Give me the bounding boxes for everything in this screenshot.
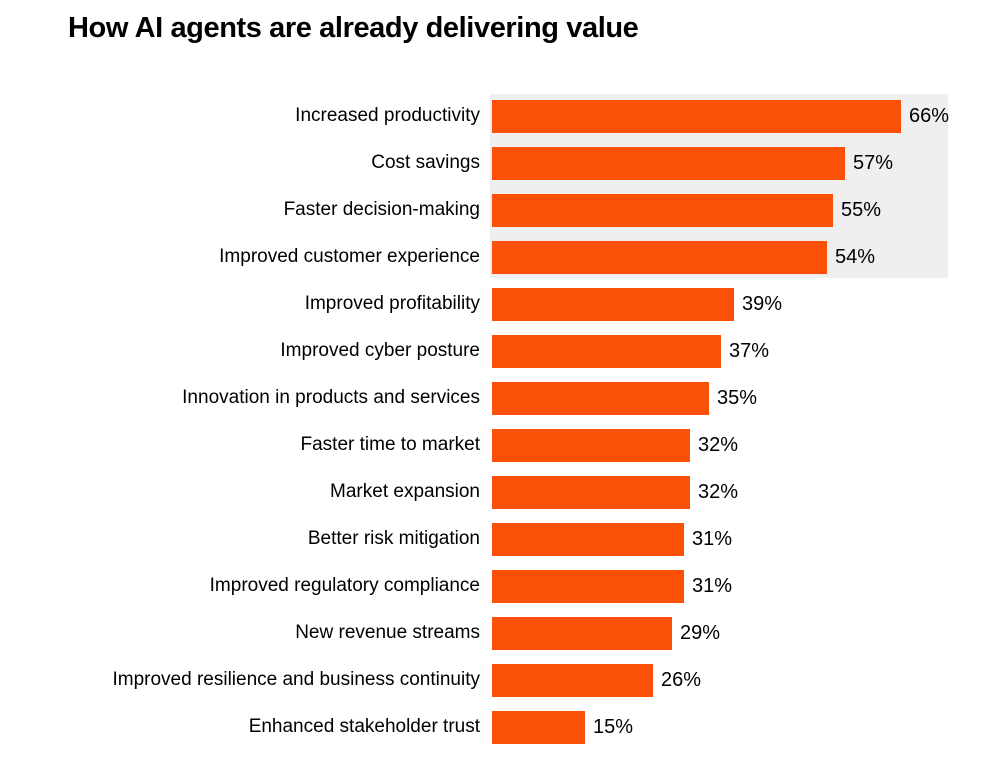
bar-track: 66% xyxy=(492,100,949,133)
value-label: 55% xyxy=(841,199,882,221)
value-label: 57% xyxy=(853,152,894,174)
bar-row: Improved customer experience 54% xyxy=(0,234,1008,281)
bar xyxy=(492,617,672,650)
bar xyxy=(492,429,690,462)
bar xyxy=(492,241,827,274)
bar-row: Increased productivity 66% xyxy=(0,93,1008,140)
bar-row: Faster time to market 32% xyxy=(0,422,1008,469)
value-label: 31% xyxy=(692,575,733,597)
category-label: Faster time to market xyxy=(300,434,481,456)
bar-track: 54% xyxy=(492,241,875,274)
category-label: Cost savings xyxy=(371,152,480,174)
bar xyxy=(492,194,833,227)
bar-row: Better risk mitigation 31% xyxy=(0,516,1008,563)
category-label: Improved customer experience xyxy=(219,246,480,268)
bar xyxy=(492,570,684,603)
bar xyxy=(492,382,709,415)
category-label: Enhanced stakeholder trust xyxy=(248,716,480,738)
category-label: Improved profitability xyxy=(304,293,480,315)
bar xyxy=(492,288,734,321)
bar xyxy=(492,100,901,133)
bar-row: Enhanced stakeholder trust 15% xyxy=(0,704,1008,751)
value-label: 29% xyxy=(680,622,721,644)
category-label: Market expansion xyxy=(330,481,480,503)
bar xyxy=(492,664,653,697)
value-label: 39% xyxy=(742,293,783,315)
value-label: 15% xyxy=(593,716,634,738)
value-label: 32% xyxy=(698,434,739,456)
bar-track: 39% xyxy=(492,288,782,321)
bar-track: 35% xyxy=(492,382,757,415)
value-label: 66% xyxy=(909,105,950,127)
bar-track: 29% xyxy=(492,617,720,650)
bar-row: Improved resilience and business continu… xyxy=(0,657,1008,704)
value-label: 32% xyxy=(698,481,739,503)
bar-track: 55% xyxy=(492,194,881,227)
bar-row: Innovation in products and services 35% xyxy=(0,375,1008,422)
bar-row: Market expansion 32% xyxy=(0,469,1008,516)
value-label: 37% xyxy=(729,340,770,362)
category-label: Faster decision-making xyxy=(283,199,480,221)
category-label: Improved regulatory compliance xyxy=(209,575,480,597)
bar-track: 31% xyxy=(492,523,732,556)
bar-row: New revenue streams 29% xyxy=(0,610,1008,657)
bar-track: 32% xyxy=(492,429,738,462)
value-label: 54% xyxy=(835,246,876,268)
category-label: Improved resilience and business continu… xyxy=(112,669,480,691)
category-label: Innovation in products and services xyxy=(182,387,480,409)
bar-row: Improved profitability 39% xyxy=(0,281,1008,328)
bar-chart: Increased productivity 66% Cost savings 57%… xyxy=(0,93,1008,751)
bar-row: Faster decision-making 55% xyxy=(0,187,1008,234)
value-label: 35% xyxy=(717,387,758,409)
bar-track: 15% xyxy=(492,711,633,744)
value-label: 31% xyxy=(692,528,733,550)
bar xyxy=(492,523,684,556)
bar-track: 31% xyxy=(492,570,732,603)
bar-track: 26% xyxy=(492,664,701,697)
bar-track: 37% xyxy=(492,335,769,368)
category-label: Increased productivity xyxy=(295,105,480,127)
bar-rows: Increased productivity 66% Cost savings 57%… xyxy=(0,93,1008,751)
bar xyxy=(492,711,585,744)
category-label: Better risk mitigation xyxy=(307,528,480,550)
chart-title: How AI agents are already delivering val… xyxy=(68,12,639,44)
bar-row: Cost savings 57% xyxy=(0,140,1008,187)
bar-track: 57% xyxy=(492,147,893,180)
bar xyxy=(492,147,845,180)
value-label: 26% xyxy=(661,669,702,691)
bar-row: Improved regulatory compliance 31% xyxy=(0,563,1008,610)
bar-track: 32% xyxy=(492,476,738,509)
bar-row: Improved cyber posture 37% xyxy=(0,328,1008,375)
bar xyxy=(492,335,721,368)
category-label: Improved cyber posture xyxy=(280,340,480,362)
category-label: New revenue streams xyxy=(295,622,480,644)
bar xyxy=(492,476,690,509)
